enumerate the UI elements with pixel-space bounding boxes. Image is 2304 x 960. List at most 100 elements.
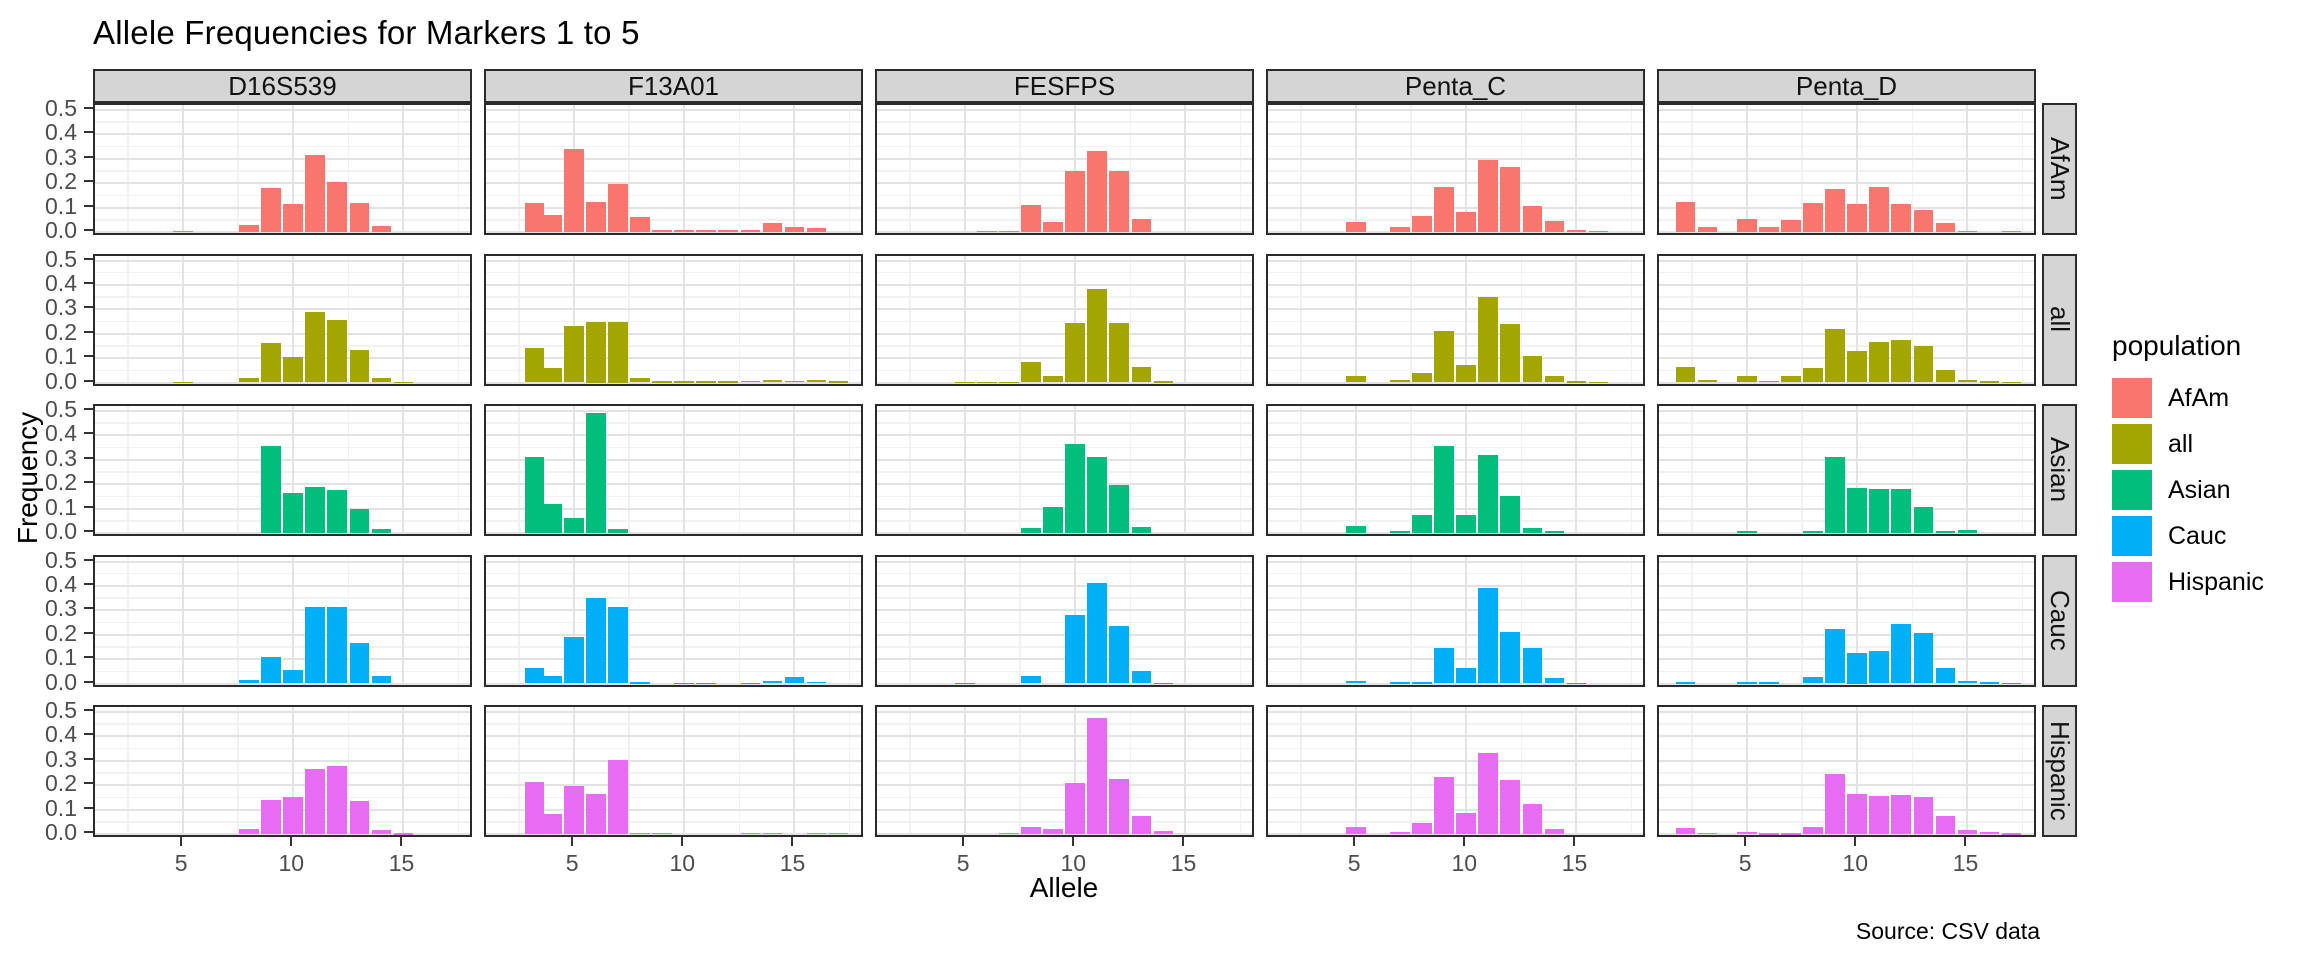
- bar: [349, 349, 370, 383]
- bar: [1737, 218, 1758, 232]
- gridline: [1801, 556, 1803, 685]
- gridline: [1520, 406, 1523, 534]
- gridline: [1268, 296, 1643, 298]
- gridline: [127, 406, 129, 534]
- gridline: [2021, 255, 2024, 384]
- gridline: [1659, 345, 2034, 347]
- gridline: [1355, 406, 1358, 534]
- gridline: [347, 707, 350, 835]
- gridline: [486, 495, 861, 498]
- gridline: [237, 105, 239, 233]
- bar: [1456, 365, 1477, 383]
- gridline: [877, 410, 1252, 412]
- facet-column-label: D16S539: [228, 70, 337, 101]
- gridline: [486, 784, 861, 787]
- bar: [261, 343, 282, 383]
- gridline: [95, 283, 470, 286]
- gridline: [1268, 145, 1643, 148]
- gridline: [877, 609, 1252, 612]
- gridline: [877, 597, 1252, 599]
- gridline: [1966, 105, 1969, 233]
- bar: [1131, 218, 1152, 232]
- gridline: [738, 105, 741, 233]
- gridline: [1659, 532, 2034, 534]
- bar: [1346, 376, 1367, 383]
- bar: [1979, 381, 2000, 383]
- gridline: [486, 735, 861, 738]
- bar: [1935, 815, 1956, 834]
- legend-title: population: [2112, 330, 2242, 361]
- bar: [1434, 446, 1455, 533]
- gridline: [877, 219, 1252, 221]
- bar: [1825, 457, 1846, 533]
- gridline: [95, 520, 470, 522]
- gridline: [95, 109, 470, 111]
- x-tick-label: 5: [1738, 850, 1752, 876]
- bar: [1153, 381, 1174, 383]
- bar: [586, 201, 607, 232]
- bar: [1087, 583, 1108, 684]
- y-tick-mark: [84, 530, 93, 532]
- gridline: [95, 296, 470, 298]
- bar: [1913, 507, 1934, 533]
- gridline: [1659, 296, 2034, 298]
- gridline: [1268, 808, 1643, 811]
- gridline: [486, 296, 861, 298]
- gridline: [486, 682, 861, 685]
- x-axis-title: Allele: [1029, 872, 1099, 903]
- gridline: [486, 219, 861, 221]
- x-tick-label: 10: [278, 850, 305, 876]
- bar: [1697, 380, 1718, 383]
- gridline: [1268, 833, 1643, 835]
- gridline: [964, 105, 967, 233]
- gridline: [877, 446, 1252, 449]
- gridline: [1268, 711, 1643, 713]
- bar: [1021, 205, 1042, 232]
- bar: [762, 380, 783, 383]
- bar: [305, 311, 326, 383]
- gridline: [793, 556, 796, 685]
- gridline: [1268, 658, 1643, 661]
- gridline: [1410, 556, 1412, 685]
- gridline: [1268, 357, 1643, 360]
- gridline: [877, 495, 1252, 498]
- legend-entry-AfAm: AfAm: [2112, 378, 2264, 418]
- gridline: [1856, 556, 1859, 685]
- facet-column-label: FESFPS: [1013, 70, 1116, 101]
- bar: [327, 181, 348, 232]
- bar: [1566, 682, 1587, 685]
- gridline: [1268, 796, 1643, 799]
- gridline: [1268, 735, 1643, 738]
- gridline: [1268, 670, 1643, 673]
- bar: [740, 682, 761, 685]
- gridline: [1966, 406, 1969, 534]
- gridline: [1911, 406, 1914, 534]
- gridline: [793, 255, 796, 384]
- bar: [283, 356, 304, 383]
- bar: [1456, 514, 1477, 533]
- gridline: [1659, 821, 2034, 823]
- bar: [1869, 650, 1890, 684]
- x-tick-mark: [1353, 837, 1356, 846]
- bar: [1065, 171, 1086, 232]
- gridline: [95, 483, 470, 486]
- gridline: [1239, 105, 1242, 233]
- gridline: [1129, 255, 1132, 384]
- gridline: [1801, 255, 1803, 384]
- legend-entry-all: all: [2112, 424, 2264, 464]
- gridline: [877, 682, 1252, 685]
- gridline: [964, 707, 967, 835]
- gridline: [877, 170, 1252, 172]
- bar: [1544, 221, 1565, 232]
- bar: [1522, 206, 1543, 232]
- gridline: [1659, 320, 2034, 323]
- gridline: [877, 422, 1252, 424]
- gridline: [1659, 434, 2034, 437]
- bar: [1803, 677, 1824, 684]
- gridline: [877, 381, 1252, 384]
- gridline: [486, 357, 861, 360]
- x-tick-label: 10: [669, 850, 696, 876]
- bar: [1434, 648, 1455, 684]
- gridline: [1129, 406, 1132, 534]
- gridline: [1746, 255, 1749, 384]
